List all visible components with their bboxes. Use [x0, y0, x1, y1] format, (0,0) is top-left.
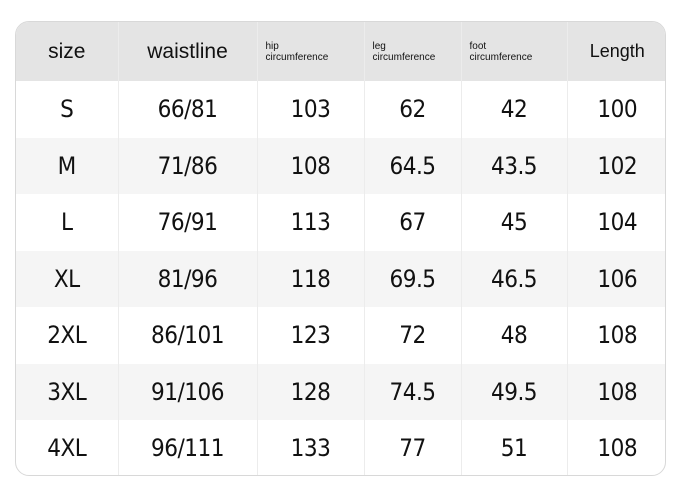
header-hip-line1: hip [265, 40, 279, 52]
cell-length: 104 [566, 194, 665, 251]
table-row: L 76/91 113 67 45 104 [16, 194, 665, 251]
cell-length: 106 [566, 250, 665, 307]
cell-waistline: 71/86 [117, 137, 257, 194]
cell-size: 3XL [47, 377, 87, 406]
header-hip-line2: circumference [265, 51, 329, 63]
cell-size: M [57, 151, 77, 180]
cell-foot: 51 [460, 420, 567, 475]
cell-foot: 48 [460, 307, 567, 364]
cell-waistline: 76/91 [117, 194, 257, 251]
cell-length: 102 [566, 137, 665, 194]
header-foot: foot circumference [460, 22, 567, 81]
header-foot-line1: foot [469, 40, 487, 52]
cell-leg: 77 [363, 420, 461, 475]
header-hip: hip circumference [256, 22, 364, 81]
cell-waistline: 86/101 [117, 307, 257, 364]
header-row: size waistline hip circumference leg circu… [16, 22, 665, 81]
header-foot-line2: circumference [469, 51, 533, 63]
header-leg: leg circumference [363, 22, 461, 81]
cell-length: 100 [566, 81, 665, 138]
cell-leg: 62 [363, 81, 461, 138]
table-row: M 71/86 108 64.5 43.5 102 [16, 137, 665, 194]
cell-leg: 69.5 [363, 250, 461, 307]
cell-size: 4XL [47, 434, 87, 463]
cell-size: 2XL [47, 321, 87, 350]
header-waistline: waistline [117, 22, 257, 81]
cell-length: 108 [566, 363, 665, 420]
table-row: S 66/81 103 62 42 100 [16, 81, 665, 138]
cell-waistline: 81/96 [117, 250, 257, 307]
cell-foot: 46.5 [460, 250, 567, 307]
cell-waistline: 96/111 [117, 420, 257, 475]
cell-waistline: 66/81 [117, 81, 257, 138]
cell-size: S [60, 95, 74, 124]
size-table: size waistline hip circumference leg circu… [16, 22, 665, 475]
cell-hip: 103 [256, 81, 364, 138]
cell-hip: 113 [256, 194, 364, 251]
cell-length: 108 [566, 420, 665, 475]
table-row: 2XL 86/101 123 72 48 108 [16, 307, 665, 364]
size-chart: size waistline hip circumference leg circu… [15, 21, 666, 476]
cell-hip: 108 [256, 137, 364, 194]
table-row: 3XL 91/106 128 74.5 49.5 108 [16, 363, 665, 420]
cell-foot: 49.5 [460, 363, 567, 420]
cell-hip: 128 [256, 363, 364, 420]
table-row: 4XL 96/111 133 77 51 108 [16, 420, 665, 475]
cell-leg: 67 [363, 194, 461, 251]
cell-size: XL [53, 264, 80, 293]
cell-hip: 133 [256, 420, 364, 475]
cell-foot: 45 [460, 194, 567, 251]
cell-size: L [60, 208, 73, 237]
header-leg-line1: leg [372, 40, 386, 52]
cell-length: 108 [566, 307, 665, 364]
cell-waistline: 91/106 [117, 363, 257, 420]
header-leg-line2: circumference [372, 51, 436, 63]
cell-hip: 123 [256, 307, 364, 364]
cell-foot: 43.5 [460, 137, 567, 194]
cell-leg: 74.5 [363, 363, 461, 420]
table-row: XL 81/96 118 69.5 46.5 106 [16, 250, 665, 307]
cell-leg: 72 [363, 307, 461, 364]
cell-leg: 64.5 [363, 137, 461, 194]
cell-hip: 118 [256, 250, 364, 307]
cell-foot: 42 [460, 81, 567, 138]
header-size: size [48, 39, 86, 63]
header-length: Length [566, 22, 665, 81]
